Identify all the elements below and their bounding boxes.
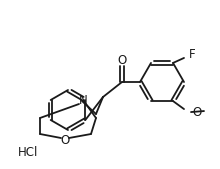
Text: O: O [192, 106, 202, 118]
Text: F: F [189, 49, 196, 62]
Text: O: O [117, 54, 127, 66]
Text: HCl: HCl [18, 147, 38, 160]
Text: O: O [60, 134, 70, 147]
Text: N: N [79, 93, 87, 106]
